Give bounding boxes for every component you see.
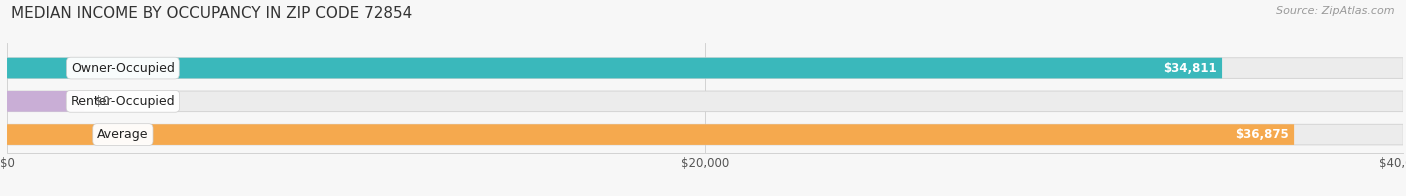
Text: $36,875: $36,875 <box>1234 128 1288 141</box>
Text: $0: $0 <box>96 95 110 108</box>
FancyBboxPatch shape <box>7 124 1294 145</box>
Text: Average: Average <box>97 128 149 141</box>
Text: Owner-Occupied: Owner-Occupied <box>70 62 174 74</box>
FancyBboxPatch shape <box>7 91 84 112</box>
FancyBboxPatch shape <box>7 58 1403 78</box>
Text: Renter-Occupied: Renter-Occupied <box>70 95 176 108</box>
Text: Source: ZipAtlas.com: Source: ZipAtlas.com <box>1277 6 1395 16</box>
FancyBboxPatch shape <box>7 124 1403 145</box>
FancyBboxPatch shape <box>7 58 1222 78</box>
Text: $34,811: $34,811 <box>1163 62 1216 74</box>
Text: MEDIAN INCOME BY OCCUPANCY IN ZIP CODE 72854: MEDIAN INCOME BY OCCUPANCY IN ZIP CODE 7… <box>11 6 412 21</box>
FancyBboxPatch shape <box>7 91 1403 112</box>
